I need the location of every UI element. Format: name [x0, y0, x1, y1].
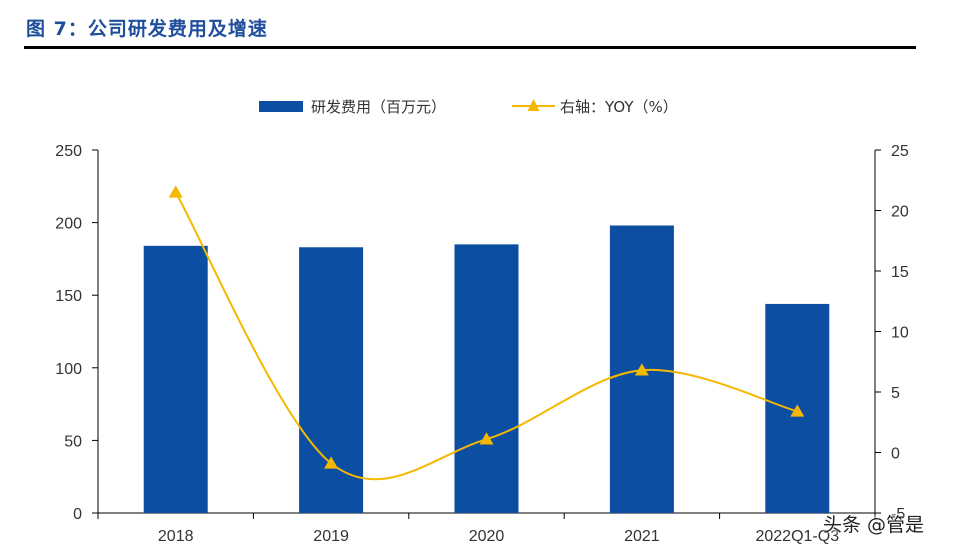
- y-left-tick-label: 200: [55, 216, 82, 233]
- legend-bar-swatch: [259, 101, 303, 112]
- yoy-point-2022Q1-Q3: [790, 404, 805, 417]
- legend-label-line: 右轴：YOY（%）: [560, 98, 678, 116]
- y-left-tick-label: 150: [55, 288, 82, 305]
- bar-2019: [299, 247, 364, 513]
- y-right-tick-label: 0: [891, 446, 900, 463]
- y-left-tick-label: 50: [64, 433, 82, 450]
- x-tick-label: 2020: [469, 528, 505, 545]
- yoy-point-2019: [324, 456, 339, 469]
- y-right-tick-label: -5: [891, 506, 905, 523]
- yoy-line: [174, 191, 798, 481]
- x-tick-label: 2021: [624, 528, 660, 545]
- watermark: 头条 @管是: [823, 514, 925, 536]
- legend-triangle-icon: [527, 99, 540, 111]
- bar-2018: [143, 245, 208, 513]
- y-right-tick-label: 25: [891, 143, 909, 160]
- yoy-point-2020: [479, 432, 494, 445]
- y-right-tick-label: 10: [891, 325, 909, 342]
- figure-title: 图 7：公司研发费用及增速: [26, 18, 268, 40]
- bar-series: [143, 225, 830, 513]
- y-left-tick-label: 250: [55, 143, 82, 160]
- axes: 0 50 100 150 200 250 -5 0 5 10 15 20 25: [55, 143, 909, 523]
- x-tick-label: 2019: [313, 528, 349, 545]
- y-right-tick-label: 5: [891, 385, 900, 402]
- y-left-tick-label: 100: [55, 361, 82, 378]
- bar-2020: [454, 244, 519, 513]
- y-right-tick-label: 15: [891, 264, 909, 281]
- legend-label-bar: 研发费用（百万元）: [311, 98, 446, 116]
- title-rule: [24, 46, 916, 49]
- y-right-tick-label: 20: [891, 204, 909, 221]
- yoy-series: [168, 185, 805, 481]
- x-axis-labels: 2018 2019 2020 2021 2022Q1-Q3: [158, 528, 839, 545]
- x-tick-label: 2018: [158, 528, 194, 545]
- yoy-point-2018: [168, 185, 183, 198]
- yoy-point-2021: [634, 363, 649, 376]
- legend: 研发费用（百万元） 右轴：YOY（%）: [259, 98, 678, 116]
- x-tick-label: 2022Q1-Q3: [755, 528, 839, 545]
- y-left-tick-label: 0: [73, 506, 82, 523]
